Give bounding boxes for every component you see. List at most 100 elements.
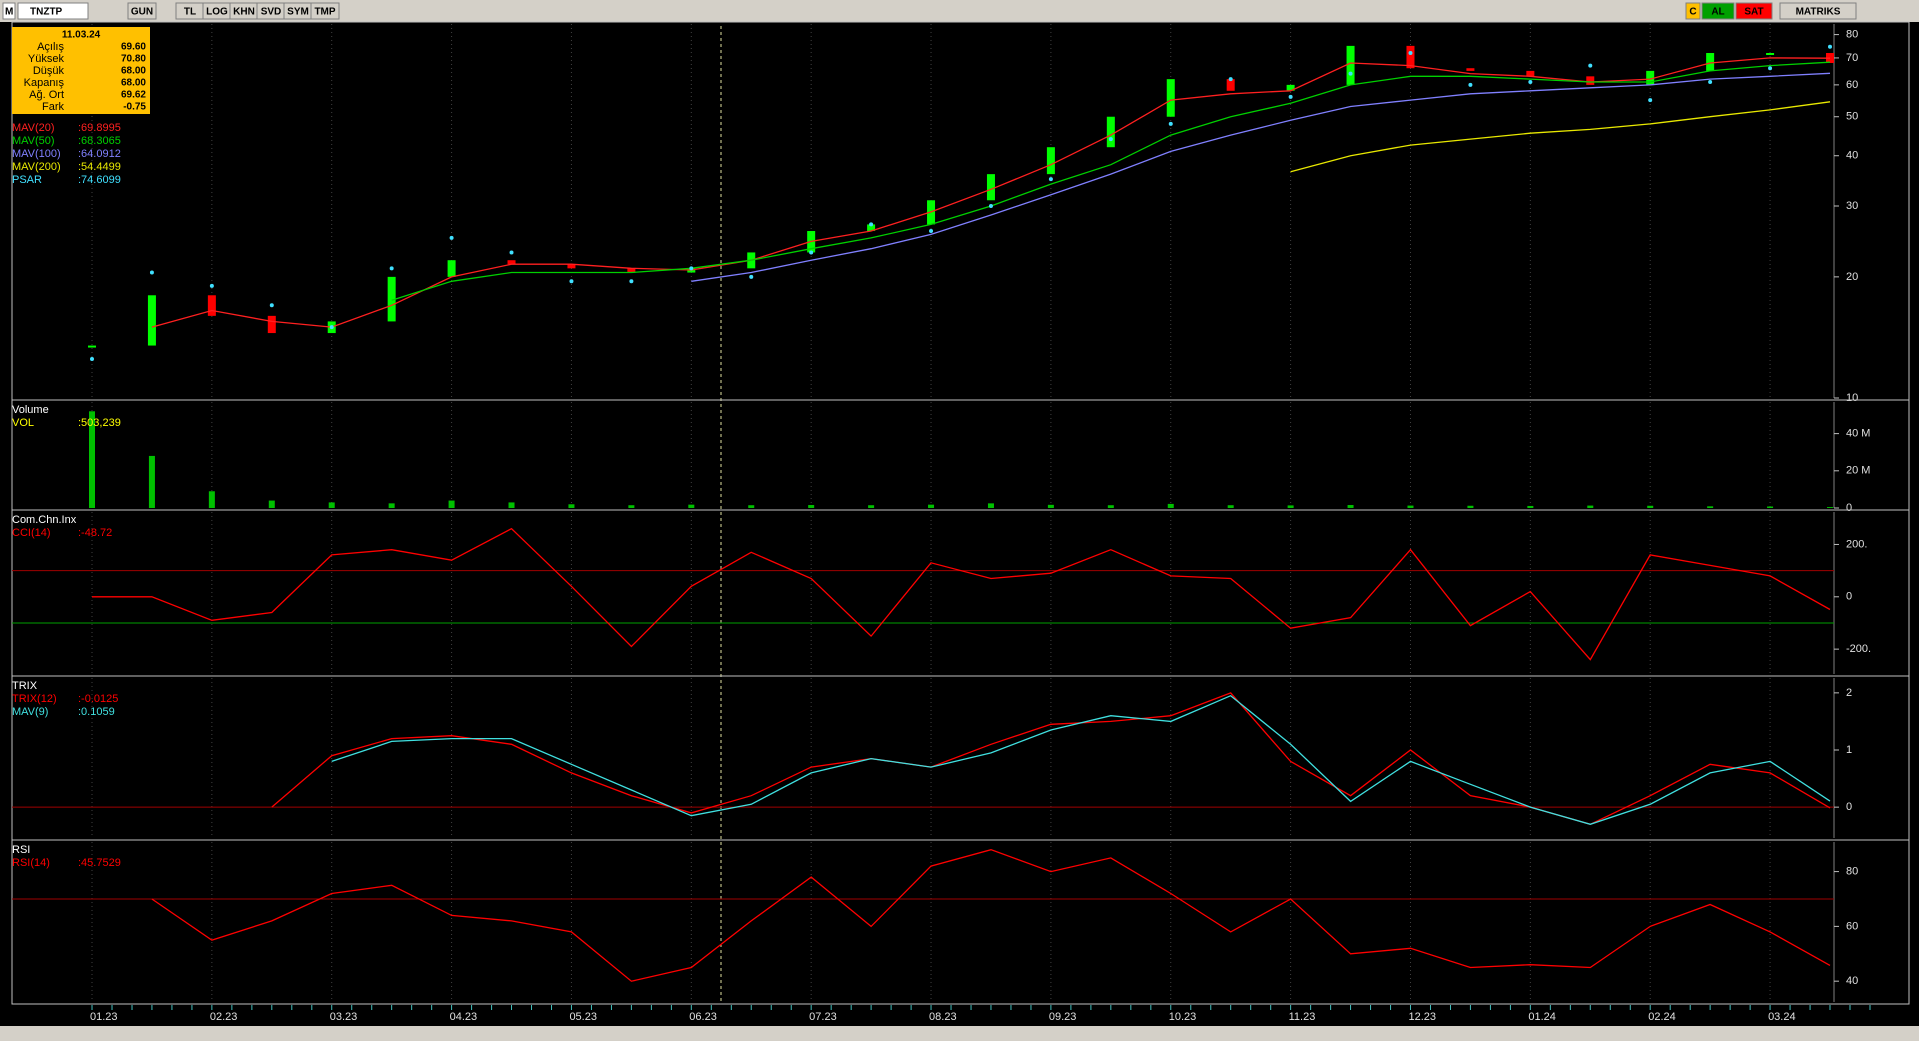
toolbar-button-label[interactable]: LOG xyxy=(206,7,228,18)
volume-bar xyxy=(148,455,155,508)
legend-name: TRIX(12) xyxy=(12,693,57,705)
y-tick-label: 40 xyxy=(1846,150,1858,162)
toolbar-button-label[interactable]: AL xyxy=(1711,7,1724,18)
volume-bar xyxy=(1767,506,1774,508)
y-tick-label: 200. xyxy=(1846,538,1867,550)
volume-bar xyxy=(508,502,515,508)
panel-title: Com.Chn.Inx xyxy=(12,514,77,526)
candle xyxy=(507,260,516,265)
x-tick-label: 07.23 xyxy=(809,1011,837,1023)
candle xyxy=(1766,53,1775,56)
psar-dot xyxy=(1228,77,1233,82)
x-tick-label: 05.23 xyxy=(569,1011,597,1023)
candle xyxy=(207,295,216,316)
toolbar-button[interactable] xyxy=(310,2,340,20)
legend-name: RSI(14) xyxy=(12,857,50,869)
toolbar-button-label[interactable]: GUN xyxy=(131,7,153,18)
toolbar-button-label[interactable]: TMP xyxy=(314,7,335,18)
series-line xyxy=(92,527,1831,661)
legend-name: CCI(14) xyxy=(12,527,51,539)
toolbar-button[interactable] xyxy=(1779,2,1857,20)
candle xyxy=(147,295,156,346)
info-label: Ağ. Ort xyxy=(29,89,64,101)
psar-dot xyxy=(389,266,394,271)
psar-dot xyxy=(1408,51,1413,56)
x-tick-label: 11.23 xyxy=(1289,1011,1316,1023)
x-tick-label: 09.23 xyxy=(1049,1011,1077,1023)
toolbar-button[interactable] xyxy=(127,2,157,20)
volume-bar xyxy=(1707,506,1714,508)
info-label: Yüksek xyxy=(28,53,65,65)
y-tick-label: 0 xyxy=(1846,591,1852,603)
info-value: -0.75 xyxy=(123,102,146,113)
volume-bar xyxy=(987,503,994,508)
psar-dot xyxy=(929,229,934,234)
y-tick-label: 60 xyxy=(1846,920,1858,932)
psar-dot xyxy=(689,266,694,271)
legend-value: :503,239 xyxy=(78,417,121,429)
y-tick-label: 80 xyxy=(1846,29,1858,41)
psar-dot xyxy=(1528,79,1533,84)
status-bar xyxy=(0,1026,1919,1041)
y-tick-label: -200. xyxy=(1846,643,1871,655)
volume-bar xyxy=(748,505,755,508)
info-label: Fark xyxy=(42,101,65,113)
x-tick-label: 03.24 xyxy=(1768,1011,1796,1023)
psar-dot xyxy=(629,279,634,284)
toolbar-button-label[interactable]: TL xyxy=(184,7,196,18)
legend-value: :68.3065 xyxy=(78,135,121,147)
info-label: Kapanış xyxy=(24,77,65,89)
candle xyxy=(1046,147,1055,175)
panel-frame xyxy=(11,839,1910,1005)
y-tick-label: 10 xyxy=(1846,392,1858,404)
candle xyxy=(387,276,396,322)
legend-name: VOL xyxy=(12,417,34,429)
volume-bar xyxy=(1407,505,1414,508)
x-tick-label: 01.24 xyxy=(1528,1011,1556,1023)
psar-dot xyxy=(1048,177,1053,182)
y-tick-label: 2 xyxy=(1846,687,1852,699)
toolbar-button[interactable] xyxy=(1685,2,1701,20)
volume-bar xyxy=(1047,504,1054,508)
psar-dot xyxy=(149,270,154,275)
toolbar-button-label[interactable]: KHN xyxy=(233,7,255,18)
volume-bar xyxy=(568,504,575,508)
toolbar-button-label[interactable]: SYM xyxy=(287,7,309,18)
x-tick-label: 12.23 xyxy=(1408,1011,1436,1023)
psar-dot xyxy=(569,279,574,284)
psar-dot xyxy=(1588,63,1593,68)
toolbar-button[interactable] xyxy=(1735,2,1773,20)
volume-bar xyxy=(868,505,875,508)
y-tick-label: 20 xyxy=(1846,271,1858,283)
toolbar-button-label[interactable]: SAT xyxy=(1744,7,1763,18)
candle xyxy=(1706,53,1715,71)
legend-name: MAV(9) xyxy=(12,706,48,718)
series-line xyxy=(691,72,1831,282)
volume-bar xyxy=(268,500,275,508)
info-value: 68.00 xyxy=(121,66,146,77)
symbol[interactable]: TNZTP xyxy=(30,7,63,18)
toolbar-button[interactable] xyxy=(1701,2,1735,20)
series-line xyxy=(391,61,1831,301)
candle xyxy=(1466,68,1475,71)
candle xyxy=(627,268,636,273)
psar-dot xyxy=(988,204,993,209)
toolbar-button-label[interactable]: C xyxy=(1689,7,1696,18)
candle xyxy=(1166,79,1175,117)
toolbar-button-label[interactable]: SVD xyxy=(261,7,282,18)
x-tick-label: 02.24 xyxy=(1648,1011,1676,1023)
panel-title: RSI xyxy=(12,844,30,856)
volume-bar xyxy=(1107,505,1114,508)
psar-dot xyxy=(449,235,454,240)
x-tick-label: 06.23 xyxy=(689,1011,717,1023)
info-date: 11.03.24 xyxy=(62,30,101,41)
legend-value: :-0.0125 xyxy=(78,693,118,705)
psar-dot xyxy=(269,303,274,308)
psar-dot xyxy=(1828,44,1832,49)
psar-dot xyxy=(90,357,94,362)
volume-bar xyxy=(208,491,215,508)
toolbar xyxy=(0,0,1919,22)
legend-name: MAV(20) xyxy=(12,122,55,134)
toolbar-button-label[interactable]: MATRIKS xyxy=(1796,7,1841,18)
